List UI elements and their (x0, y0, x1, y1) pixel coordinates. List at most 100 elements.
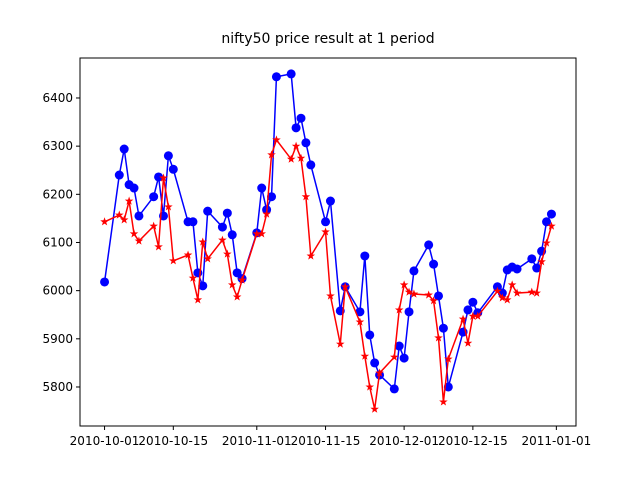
star-marker (458, 314, 468, 323)
star-marker (404, 287, 414, 296)
circle-marker (542, 217, 552, 227)
y-tick-label: 5900 (42, 332, 73, 346)
star-marker (232, 292, 242, 301)
star-marker (183, 250, 193, 259)
star-marker (223, 249, 232, 258)
star-marker (399, 280, 409, 289)
star-marker (493, 286, 502, 295)
circle-marker (365, 330, 375, 340)
star-marker (365, 382, 375, 391)
circle-marker (360, 251, 370, 261)
circle-marker (409, 266, 419, 276)
y-tick-label: 6000 (42, 284, 73, 298)
star-marker (188, 273, 198, 282)
star-marker (193, 295, 203, 304)
star-marker (272, 135, 281, 144)
star-marker (537, 257, 546, 266)
x-tick-label: 2010-10-15 (138, 434, 208, 448)
plot-frame (79, 57, 577, 427)
circle-marker (438, 323, 448, 333)
star-marker (203, 254, 212, 263)
star-marker (532, 288, 541, 297)
circle-marker (463, 305, 473, 315)
circle-marker (119, 144, 129, 154)
x-tick-label: 2010-12-01 (369, 434, 439, 448)
circle-marker (532, 263, 542, 273)
star-marker (252, 229, 262, 238)
star-marker (390, 352, 399, 361)
circle-marker (286, 69, 296, 79)
star-marker (115, 210, 124, 219)
star-marker (227, 280, 237, 289)
star-marker (498, 293, 507, 302)
circle-marker (154, 172, 164, 182)
circle-marker (163, 151, 173, 161)
star-marker (296, 153, 306, 162)
star-marker (502, 295, 512, 304)
star-marker (267, 150, 276, 159)
x-tick-label: 2010-12-15 (438, 434, 508, 448)
circle-marker (217, 222, 227, 232)
circle-marker (100, 277, 110, 287)
circle-marker (399, 353, 409, 363)
circle-marker (296, 113, 306, 123)
star-marker (547, 221, 556, 230)
star-marker (100, 217, 109, 226)
circle-marker (114, 170, 124, 180)
circle-marker (468, 297, 478, 307)
star-marker (237, 275, 247, 284)
circle-marker (203, 206, 213, 216)
circle-marker (129, 183, 139, 193)
star-marker (527, 287, 537, 296)
star-marker (134, 236, 144, 245)
x-tick-label: 2010-10-01 (70, 434, 140, 448)
star-marker (370, 404, 379, 413)
x-tick-label: 2010-11-15 (291, 434, 361, 448)
series-line (104, 138, 553, 410)
circle-marker (546, 209, 556, 219)
star-marker (159, 173, 168, 182)
y-tick-label: 5800 (42, 380, 73, 394)
star-marker (512, 288, 522, 297)
star-marker (336, 339, 345, 348)
star-marker (429, 296, 438, 305)
y-tick-label: 6400 (42, 91, 73, 105)
star-marker (394, 305, 404, 314)
star-marker (463, 338, 473, 347)
star-marker (444, 354, 453, 363)
star-marker (375, 368, 384, 377)
star-marker (262, 209, 271, 218)
star-marker (149, 221, 158, 230)
star-marker (306, 251, 316, 260)
star-marker (355, 317, 365, 326)
circle-marker (134, 211, 144, 221)
circle-marker (512, 264, 522, 274)
circle-marker (321, 217, 331, 227)
star-marker (198, 237, 208, 246)
star-marker (424, 290, 433, 299)
circle-marker (271, 72, 281, 82)
circle-marker (149, 192, 159, 202)
star-marker (321, 227, 330, 236)
star-marker (468, 311, 478, 320)
circle-marker (355, 307, 365, 317)
star-marker (434, 333, 443, 342)
circle-marker (389, 384, 399, 394)
circle-marker (257, 183, 267, 193)
star-marker (409, 289, 419, 298)
y-tick-label: 6200 (42, 187, 73, 201)
circle-marker (433, 291, 443, 301)
circle-marker (301, 138, 311, 148)
star-marker (360, 351, 370, 360)
star-marker (340, 282, 350, 291)
star-marker (119, 215, 129, 224)
star-marker (473, 311, 483, 320)
circle-marker (527, 254, 537, 264)
star-marker (507, 280, 517, 289)
star-marker (301, 192, 311, 201)
circle-marker (267, 192, 277, 202)
star-marker (169, 256, 178, 265)
circle-marker (424, 240, 434, 250)
star-marker (124, 196, 134, 205)
circle-marker (227, 230, 237, 240)
